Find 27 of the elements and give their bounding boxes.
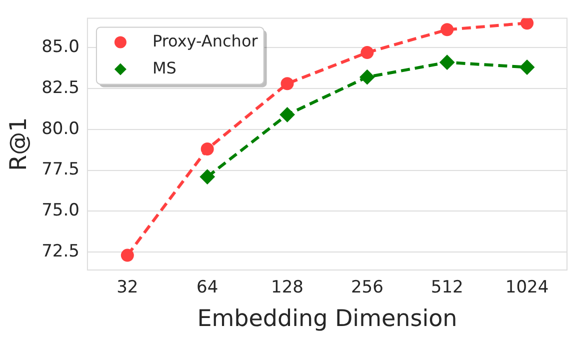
x-tick-label: 128 [271, 278, 304, 298]
y-tick-label: 82.5 [42, 78, 80, 98]
legend-label: Proxy-Anchor [152, 31, 258, 50]
point [280, 107, 295, 122]
y-tick-label: 75.0 [42, 200, 80, 221]
point [360, 70, 375, 85]
x-tick-label: 256 [350, 278, 384, 298]
x-tick-label: 512 [430, 278, 464, 298]
point [440, 23, 454, 36]
legend-label: MS [152, 58, 176, 78]
point [520, 18, 534, 30]
x-tick-label: 64 [196, 278, 218, 298]
point [360, 46, 374, 60]
point [280, 77, 294, 90]
point [120, 248, 134, 262]
point [440, 54, 455, 70]
y-axis-title: R@1 [6, 117, 32, 171]
y-tick-label: 77.5 [42, 160, 80, 180]
y-tick-label: 72.5 [42, 241, 80, 262]
x-tick-label: 1024 [505, 278, 549, 298]
point [200, 142, 214, 156]
y-tick-label: 85.0 [42, 37, 80, 58]
point [200, 169, 215, 184]
y-tick-label: 80.0 [42, 118, 80, 139]
point [520, 60, 535, 75]
x-tick-label: 32 [116, 278, 138, 298]
x-axis-title: Embedding Dimension [197, 306, 458, 332]
